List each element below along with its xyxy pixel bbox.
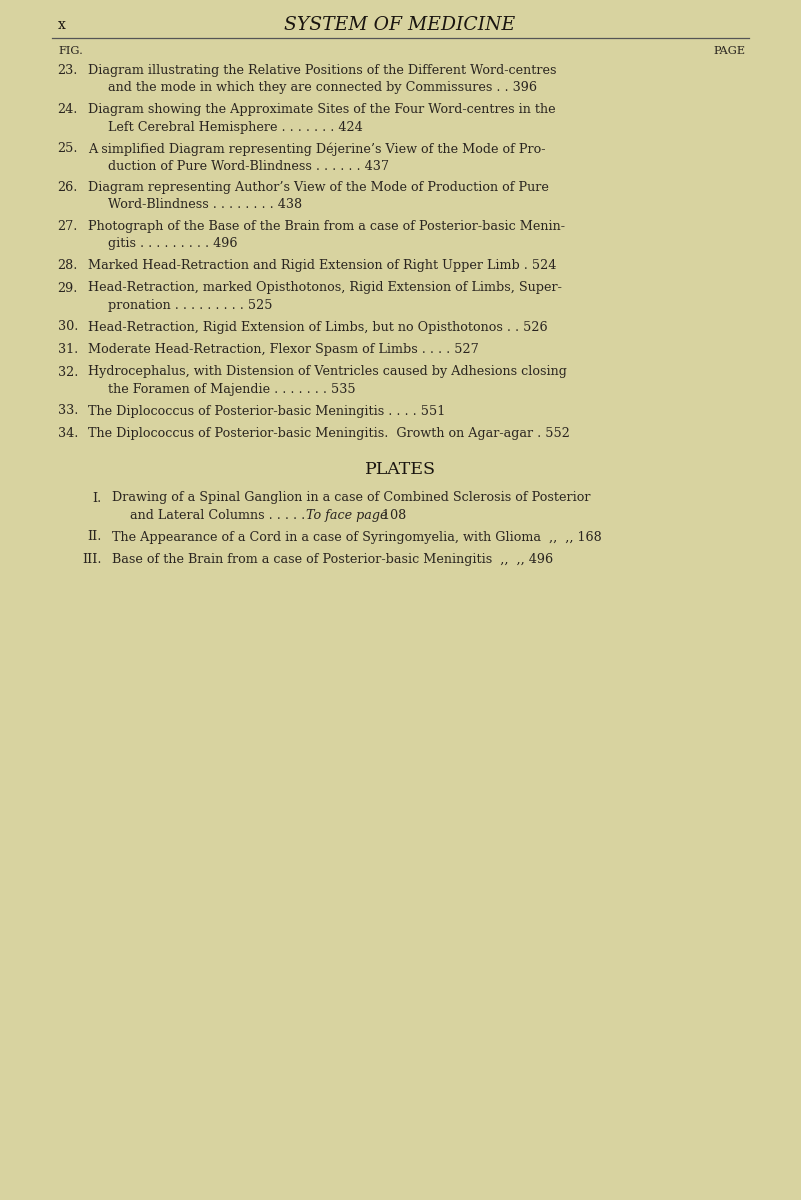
Text: Moderate Head-Retraction, Flexor Spasm of Limbs . . . . 527: Moderate Head-Retraction, Flexor Spasm o… — [88, 343, 479, 356]
Text: 27.: 27. — [58, 220, 78, 233]
Text: 30.: 30. — [58, 320, 78, 334]
Text: pronation . . . . . . . . . 525: pronation . . . . . . . . . 525 — [108, 299, 272, 312]
Text: III.: III. — [83, 553, 102, 566]
Text: 24.: 24. — [58, 103, 78, 116]
Text: x: x — [58, 18, 66, 32]
Text: The Diplococcus of Posterior-basic Meningitis.  Growth on Agar-agar . 552: The Diplococcus of Posterior-basic Menin… — [88, 427, 570, 440]
Text: The Diplococcus of Posterior-basic Meningitis . . . . 551: The Diplococcus of Posterior-basic Menin… — [88, 404, 445, 418]
Text: PAGE: PAGE — [713, 46, 745, 56]
Text: Drawing of a Spinal Ganglion in a case of Combined Sclerosis of Posterior: Drawing of a Spinal Ganglion in a case o… — [112, 492, 590, 504]
Text: 34.: 34. — [58, 427, 78, 440]
Text: Diagram illustrating the Relative Positions of the Different Word-centres: Diagram illustrating the Relative Positi… — [88, 64, 557, 77]
Text: the Foramen of Majendie . . . . . . . 535: the Foramen of Majendie . . . . . . . 53… — [108, 383, 356, 396]
Text: 29.: 29. — [58, 282, 78, 294]
Text: 32.: 32. — [58, 366, 78, 378]
Text: duction of Pure Word-Blindness . . . . . . 437: duction of Pure Word-Blindness . . . . .… — [108, 160, 389, 173]
Text: 28.: 28. — [58, 259, 78, 272]
Text: Marked Head-Retraction and Rigid Extension of Right Upper Limb . 524: Marked Head-Retraction and Rigid Extensi… — [88, 259, 557, 272]
Text: A simplified Diagram representing Déjerine’s View of the Mode of Pro-: A simplified Diagram representing Déjeri… — [88, 142, 545, 156]
Text: Diagram showing the Approximate Sites of the Four Word-centres in the: Diagram showing the Approximate Sites of… — [88, 103, 556, 116]
Text: and Lateral Columns . . . . .: and Lateral Columns . . . . . — [130, 509, 313, 522]
Text: Head-Retraction, marked Opisthotonos, Rigid Extension of Limbs, Super-: Head-Retraction, marked Opisthotonos, Ri… — [88, 282, 562, 294]
Text: PLATES: PLATES — [364, 462, 436, 479]
Text: 25.: 25. — [58, 142, 78, 155]
Text: II.: II. — [87, 530, 102, 544]
Text: I.: I. — [93, 492, 102, 504]
Text: and the mode in which they are connected by Commissures . . 396: and the mode in which they are connected… — [108, 82, 537, 95]
Text: Hydrocephalus, with Distension of Ventricles caused by Adhesions closing: Hydrocephalus, with Distension of Ventri… — [88, 366, 567, 378]
Text: Base of the Brain from a case of Posterior-basic Meningitis  ,,  ,, 496: Base of the Brain from a case of Posteri… — [112, 553, 553, 566]
Text: 26.: 26. — [58, 181, 78, 194]
Text: 33.: 33. — [58, 404, 78, 418]
Text: SYSTEM OF MEDICINE: SYSTEM OF MEDICINE — [284, 16, 516, 34]
Text: To face page: To face page — [306, 509, 388, 522]
Text: 23.: 23. — [58, 64, 78, 77]
Text: Diagram representing Author’s View of the Mode of Production of Pure: Diagram representing Author’s View of th… — [88, 181, 549, 194]
Text: Head-Retraction, Rigid Extension of Limbs, but no Opisthotonos . . 526: Head-Retraction, Rigid Extension of Limb… — [88, 320, 548, 334]
Text: 31.: 31. — [58, 343, 78, 356]
Text: Photograph of the Base of the Brain from a case of Posterior-basic Menin-: Photograph of the Base of the Brain from… — [88, 220, 565, 233]
Text: Left Cerebral Hemisphere . . . . . . . 424: Left Cerebral Hemisphere . . . . . . . 4… — [108, 120, 363, 133]
Text: The Appearance of a Cord in a case of Syringomyelia, with Glioma  ,,  ,, 168: The Appearance of a Cord in a case of Sy… — [112, 530, 602, 544]
Text: 108: 108 — [378, 509, 406, 522]
Text: gitis . . . . . . . . . 496: gitis . . . . . . . . . 496 — [108, 238, 238, 251]
Text: FIG.: FIG. — [58, 46, 83, 56]
Text: Word-Blindness . . . . . . . . 438: Word-Blindness . . . . . . . . 438 — [108, 198, 302, 211]
